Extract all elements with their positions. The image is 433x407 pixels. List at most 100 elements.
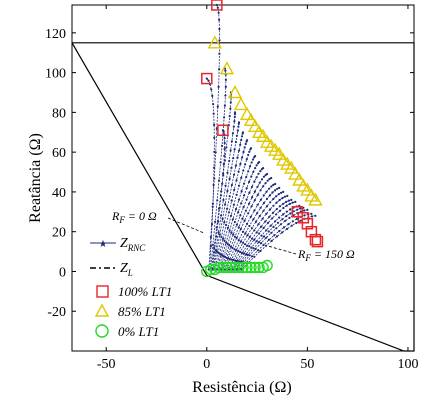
trajectory-point: [244, 142, 247, 146]
trajectory-point: [246, 244, 249, 247]
legend-label-85: 85% LT1: [118, 304, 166, 319]
legend-triangle-icon: [94, 303, 110, 317]
trajectory-point: [223, 141, 226, 144]
trajectory-point: [240, 202, 243, 205]
trajectory-point: [257, 172, 260, 175]
impedance-arc: [226, 187, 280, 270]
impedance-arc: [218, 155, 256, 270]
trajectory-point: [228, 195, 231, 198]
trajectory-point: [259, 170, 262, 173]
trajectory-point: [253, 229, 256, 232]
trajectory-point: [226, 171, 229, 174]
trajectory-point: [212, 183, 215, 187]
point-100-lt1: [309, 233, 322, 246]
trajectory-point: [232, 233, 235, 236]
trajectory-point: [262, 209, 265, 212]
trajectory-point: [285, 204, 288, 207]
point-100-lt1: [311, 235, 324, 248]
impedance-arc: [232, 201, 296, 270]
trajectory-point: [232, 157, 235, 160]
trajectory-point: [278, 216, 281, 219]
trajectory-point: [265, 205, 269, 208]
trajectory-point: [234, 208, 238, 211]
trajectory-point: [271, 217, 274, 220]
legend-label-zrnc: ZRNC: [120, 236, 146, 253]
trajectory-point: [218, 233, 221, 236]
y-tick-label: 100: [45, 67, 66, 82]
trajectory-point: [275, 227, 278, 230]
trajectory-point: [222, 163, 225, 166]
point-85-lt1: [288, 166, 303, 180]
trajectory-point: [233, 115, 236, 119]
trajectory-point: [228, 244, 231, 247]
trajectory-point: [250, 185, 254, 188]
legend-star-icon: ★: [99, 239, 108, 250]
x-tick-label: -50: [97, 357, 116, 372]
trajectory-point: [268, 194, 271, 197]
trajectory-point: [281, 218, 284, 221]
trajectory-point: [248, 245, 251, 248]
trajectory-point: [261, 217, 264, 220]
trajectory-point: [222, 130, 225, 133]
legend-label-zl: ZL: [120, 261, 133, 278]
trajectory-point: [267, 187, 271, 190]
trajectory-point: [250, 175, 253, 178]
trajectory-point: [251, 255, 254, 258]
legend-item-0: 0% LT1: [95, 324, 159, 339]
trajectory-point: [221, 182, 224, 185]
trajectory-point: [286, 227, 289, 230]
trajectory-point: [210, 223, 214, 226]
trajectory-point: [229, 101, 232, 104]
trajectory-point: [253, 255, 256, 258]
trajectory-point: [237, 149, 241, 152]
trajectory-point: [260, 225, 263, 228]
legend-item-100: 100% LT1: [96, 284, 172, 299]
trajectory-point: [240, 135, 244, 138]
y-tick-label: -20: [47, 305, 66, 320]
trajectory-point: [262, 226, 265, 229]
trajectory-point: [282, 213, 285, 216]
trajectory-point: [219, 161, 222, 164]
trajectory-point: [259, 198, 262, 201]
trajectory-point: [256, 185, 259, 188]
trajectory-point: [271, 191, 274, 194]
trajectory-point: [224, 184, 227, 187]
trajectory-point: [245, 158, 248, 161]
trajectory-point: [237, 198, 240, 201]
trajectory-point: [215, 250, 218, 253]
point-85-lt1: [284, 160, 299, 174]
point-100-lt1: [301, 217, 314, 230]
trajectory-point: [278, 205, 282, 208]
trajectory-point: [274, 182, 277, 186]
trajectory-point: [237, 122, 240, 125]
trajectory-point: [268, 215, 271, 218]
trajectory-point: [233, 120, 236, 123]
trajectory-point: [248, 191, 251, 194]
point-0-lt1: [233, 261, 245, 274]
point-0-lt1: [241, 261, 253, 274]
trajectory-point: [287, 223, 290, 226]
annotation-rf0: RF = 0 Ω: [111, 209, 205, 234]
trajectory-point: [262, 175, 265, 178]
trajectory-point: [285, 200, 288, 203]
trajectory-point: [231, 132, 234, 135]
trajectory-point: [282, 202, 285, 205]
trajectory-point: [213, 251, 216, 254]
x-axis-label: Resistência (Ω): [192, 379, 291, 396]
trajectory-point: [249, 148, 252, 151]
trajectory-point: [212, 166, 216, 169]
trajectory-point: [235, 259, 238, 262]
legend-item-zl: ZL: [90, 261, 133, 278]
trajectory-point: [243, 219, 246, 222]
trajectory-point: [216, 105, 219, 108]
impedance-arc: [230, 199, 292, 270]
point-0-lt1: [213, 261, 225, 274]
impedance-arc: [210, 68, 227, 270]
trajectory-point: [291, 220, 294, 223]
trajectory-point: [241, 132, 244, 135]
trajectory-point: [294, 200, 297, 203]
annotation-rf0-label: RF = 0 Ω: [111, 209, 157, 225]
trajectory-point: [314, 214, 317, 217]
trajectory-point: [240, 138, 243, 142]
trajectory-point: [243, 194, 246, 197]
